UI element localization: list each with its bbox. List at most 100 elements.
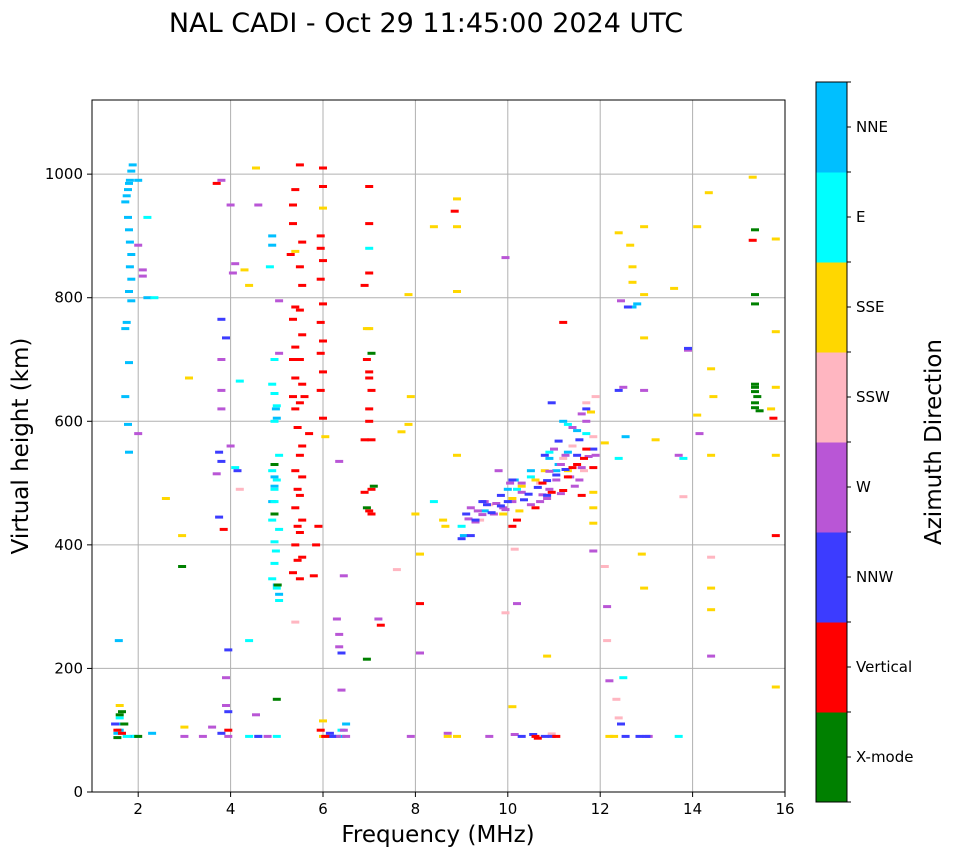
data-point [568, 426, 577, 429]
data-point [526, 475, 535, 479]
data-point [771, 453, 780, 457]
data-point [325, 731, 334, 735]
x-tick-label: 12 [591, 800, 610, 818]
data-point [753, 395, 762, 399]
data-point [513, 602, 521, 606]
data-point [342, 722, 351, 726]
data-point [635, 734, 644, 738]
data-point [362, 506, 371, 510]
data-point [707, 555, 716, 559]
data-point [416, 651, 424, 655]
data-point [113, 728, 122, 732]
data-point [295, 163, 304, 167]
data-point [316, 388, 325, 392]
data-point [298, 333, 307, 337]
data-point [312, 543, 321, 547]
data-point [582, 419, 591, 423]
data-point [684, 348, 692, 352]
plot-grid [92, 100, 786, 793]
data-point [538, 481, 547, 485]
data-point [556, 492, 565, 496]
data-point [695, 432, 704, 436]
data-point [612, 697, 621, 701]
data-point [319, 339, 327, 343]
data-point [118, 731, 126, 735]
series-vertical [113, 163, 780, 740]
data-point [531, 734, 540, 738]
data-point [610, 734, 619, 738]
data-point [573, 453, 582, 457]
data-point [245, 639, 254, 643]
data-point [552, 469, 561, 473]
data-point [316, 277, 325, 281]
y-tick-label: 600 [54, 412, 83, 430]
data-point [651, 438, 660, 442]
data-point [580, 456, 588, 460]
data-point [115, 704, 124, 707]
data-point [337, 651, 346, 655]
data-point [295, 265, 304, 269]
data-point [771, 330, 780, 334]
data-point [228, 271, 237, 275]
colorbar-label: E [856, 208, 865, 226]
data-point [208, 725, 217, 729]
data-point [235, 379, 244, 383]
data-point [295, 453, 304, 457]
data-point [466, 506, 475, 510]
data-point [626, 243, 635, 247]
data-point [252, 166, 260, 170]
data-point [577, 493, 586, 497]
data-point [526, 503, 535, 507]
data-point [411, 512, 420, 516]
data-point [416, 602, 424, 606]
data-point [226, 203, 235, 207]
data-point [365, 271, 374, 275]
data-point [134, 243, 143, 247]
data-point [291, 543, 300, 547]
y-axis-ticks: 0 200 400 600 800 1000 [45, 165, 92, 801]
colorbar-label: SSW [856, 388, 890, 406]
data-point [309, 574, 318, 578]
data-point [367, 512, 376, 516]
data-point [404, 422, 413, 426]
data-point [219, 527, 228, 531]
data-point [494, 469, 503, 473]
data-point [272, 697, 281, 701]
data-point [529, 733, 538, 736]
data-point [540, 734, 549, 738]
data-point [138, 268, 147, 272]
data-point [295, 401, 304, 405]
data-point [501, 611, 510, 615]
data-point [268, 518, 277, 522]
series-ssw [235, 395, 716, 736]
plot-frame [91, 99, 786, 793]
data-point [614, 388, 623, 392]
data-point [293, 558, 302, 562]
data-point [751, 302, 759, 306]
data-point [293, 487, 302, 491]
data-point [637, 552, 646, 556]
data-point [619, 676, 628, 680]
x-tick-label: 4 [226, 800, 236, 818]
data-point [319, 719, 327, 723]
data-point [224, 710, 233, 714]
data-point [254, 734, 263, 738]
data-point [614, 231, 623, 235]
series-sse [115, 166, 780, 738]
data-point [319, 259, 327, 263]
data-point [533, 736, 542, 740]
data-point [605, 734, 614, 738]
data-point [286, 253, 295, 256]
data-point [466, 534, 475, 538]
data-point [222, 676, 230, 680]
data-point [289, 571, 297, 575]
data-point [510, 547, 519, 551]
data-point [508, 478, 517, 482]
data-point [298, 475, 307, 479]
data-point [337, 688, 346, 692]
data-point [298, 518, 307, 522]
data-point [122, 734, 131, 738]
data-point [124, 215, 132, 219]
data-point [508, 497, 517, 500]
